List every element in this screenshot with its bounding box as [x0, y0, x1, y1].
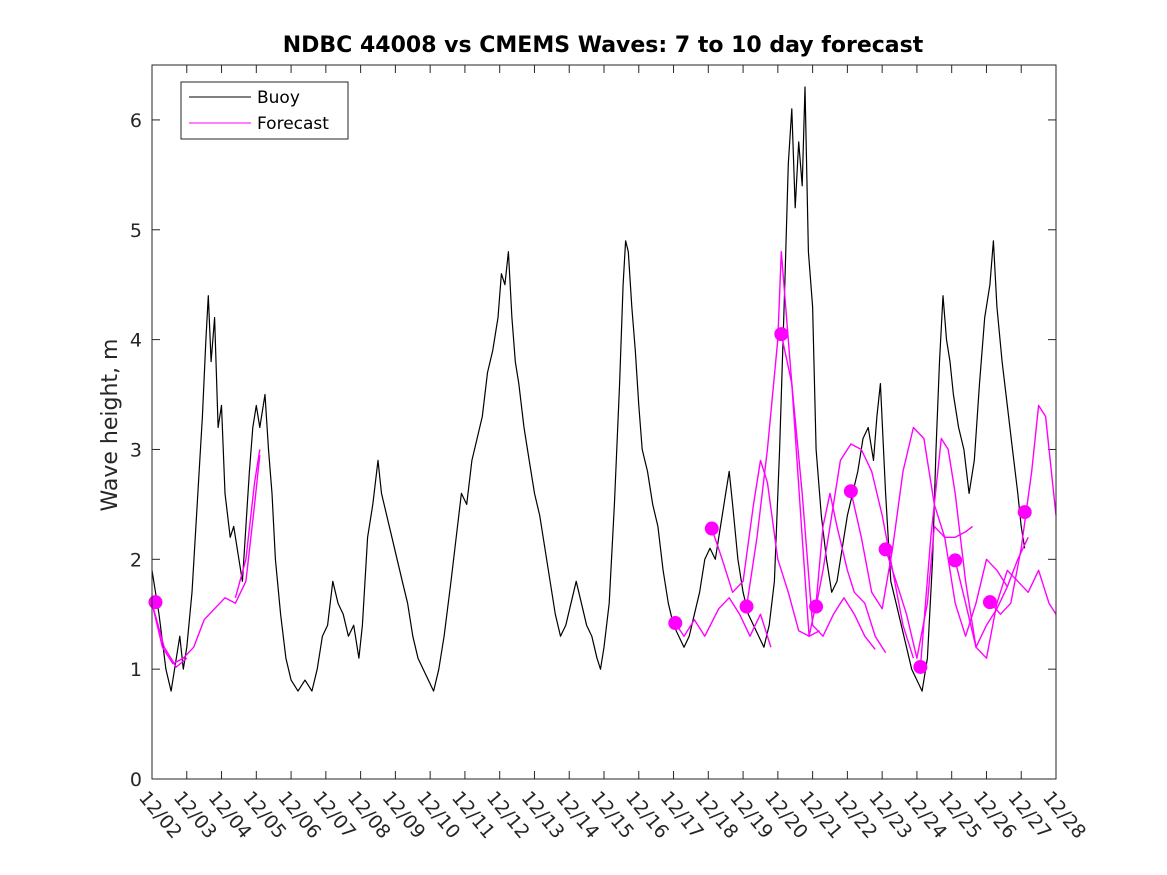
y-tick-label: 3 — [130, 439, 142, 461]
legend-box — [180, 81, 349, 140]
forecast-marker — [704, 521, 719, 536]
forecast-marker — [739, 599, 754, 614]
forecast-marker — [774, 327, 789, 342]
series-line-forecast — [745, 250, 876, 650]
y-axis-label: Wave height, m — [98, 339, 123, 512]
y-tick-label: 5 — [130, 220, 142, 242]
y-tick-label: 2 — [130, 549, 142, 571]
series-lines — [151, 86, 1057, 692]
y-tick-label: 6 — [130, 110, 142, 132]
series-line-forecast — [815, 443, 915, 659]
series-line-buoy — [151, 86, 1026, 692]
forecast-marker — [878, 542, 893, 557]
series-line-forecast — [850, 426, 974, 610]
series-line-forecast — [151, 603, 188, 668]
series-line-forecast — [234, 449, 261, 598]
forecast-marker — [948, 553, 963, 568]
series-line-forecast — [674, 597, 772, 648]
forecast-marker — [809, 599, 824, 614]
forecast-marker — [843, 484, 858, 499]
series-line-forecast — [954, 560, 1057, 659]
chart-title: NDBC 44008 vs CMEMS Waves: 7 to 10 day f… — [283, 33, 924, 58]
series-line-forecast — [780, 333, 887, 654]
series-line-forecast — [919, 437, 1029, 668]
plot-area — [152, 65, 1056, 779]
plot-frame — [151, 64, 1057, 780]
forecast-marker — [982, 595, 997, 610]
legend: Buoy Forecast — [180, 81, 349, 140]
series-line-forecast — [711, 459, 820, 637]
legend-forecast-label: Forecast — [257, 114, 329, 134]
forecast-marker — [1017, 505, 1032, 520]
series-line-forecast — [884, 525, 1008, 659]
y-tick-label: 1 — [130, 659, 142, 681]
forecast-marker — [668, 616, 683, 631]
series-line-forecast — [151, 454, 261, 665]
y-tick-label: 4 — [130, 330, 142, 352]
y-axis-ticks: 0 1 2 3 4 5 6 — [130, 110, 1056, 791]
y-tick-label: 0 — [130, 769, 142, 791]
forecast-marker — [913, 659, 928, 674]
legend-buoy-label: Buoy — [257, 88, 300, 108]
forecast-marker — [148, 595, 163, 610]
forecast-markers — [148, 327, 1032, 674]
